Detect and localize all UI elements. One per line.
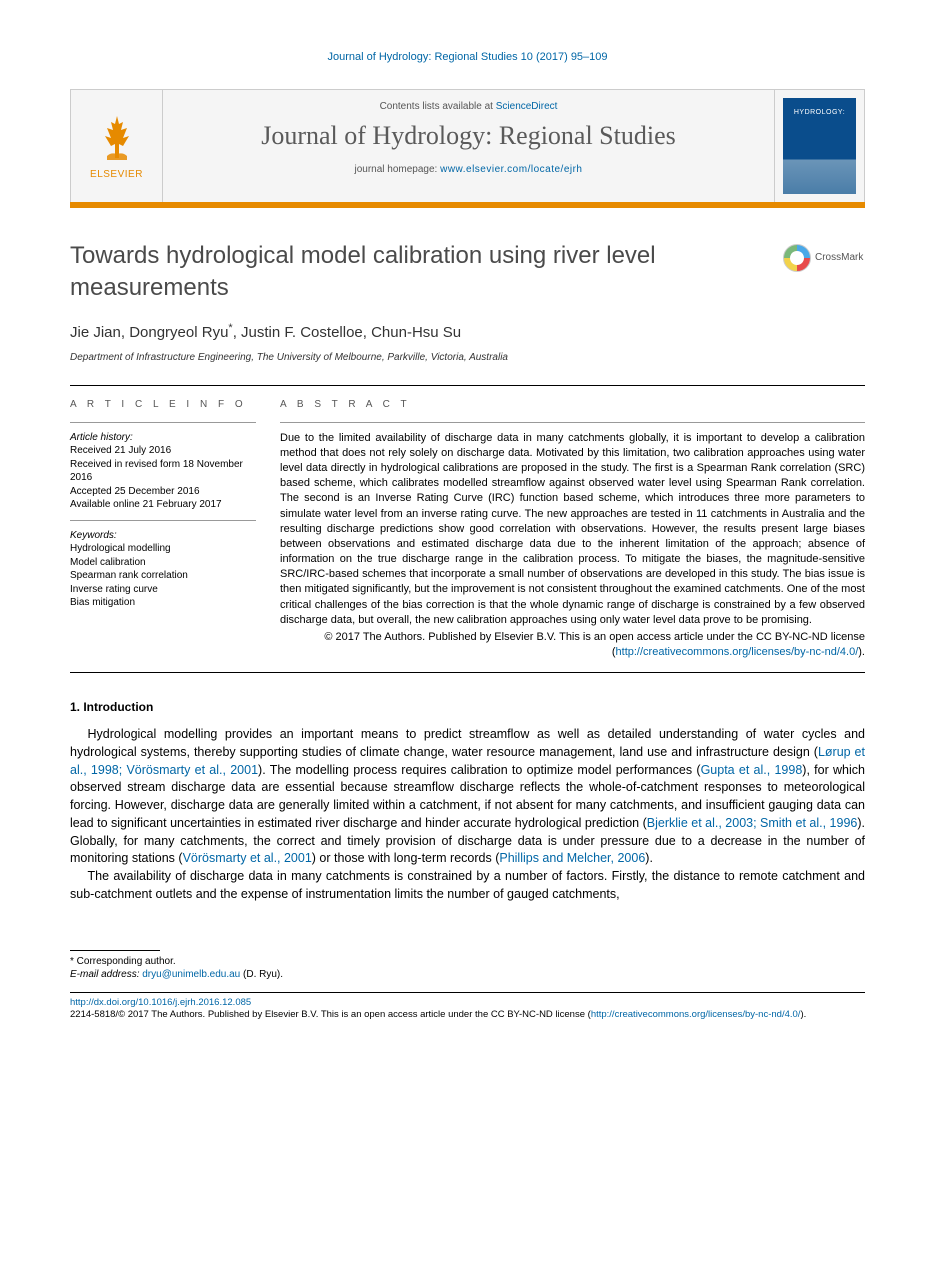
text-run: Hydrological modelling provides an impor… xyxy=(70,727,865,759)
footer-copyright: 2214-5818/© 2017 The Authors. Published … xyxy=(70,1009,591,1020)
cover-caption: HYDROLOGY: xyxy=(783,108,856,118)
date-received: Received 21 July 2016 xyxy=(70,444,256,458)
article-info-heading: A R T I C L E I N F O xyxy=(70,398,256,412)
homepage-prefix: journal homepage: xyxy=(354,164,440,175)
crossmark-icon xyxy=(783,244,811,272)
publisher-name: ELSEVIER xyxy=(90,168,143,182)
journal-cover-cell: HYDROLOGY: xyxy=(774,90,864,202)
masthead-container: ELSEVIER Contents lists available at Sci… xyxy=(70,89,865,208)
copyright-suffix: ). xyxy=(858,646,865,658)
sciencedirect-link[interactable]: ScienceDirect xyxy=(496,101,558,112)
footer-block: http://dx.doi.org/10.1016/j.ejrh.2016.12… xyxy=(70,992,865,1023)
section-heading-intro: 1. Introduction xyxy=(70,699,865,716)
abstract-column: A B S T R A C T Due to the limited avail… xyxy=(270,386,865,673)
email-label: E-mail address: xyxy=(70,969,142,980)
crossmark-widget[interactable]: CrossMark xyxy=(783,244,865,272)
contents-available-line: Contents lists available at ScienceDirec… xyxy=(175,100,762,114)
keyword: Model calibration xyxy=(70,556,256,570)
article-info-column: A R T I C L E I N F O Article history: R… xyxy=(70,386,270,673)
footer-license-link[interactable]: http://creativecommons.org/licenses/by-n… xyxy=(591,1009,801,1020)
citation-link[interactable]: Vörösmarty et al., 2001 xyxy=(183,851,312,865)
abstract-copyright: © 2017 The Authors. Published by Elsevie… xyxy=(280,630,865,660)
running-head: Journal of Hydrology: Regional Studies 1… xyxy=(70,50,865,65)
authors-part-1: Jie Jian, Dongryeol Ryu xyxy=(70,324,228,341)
article-title: Towards hydrological model calibration u… xyxy=(70,240,767,302)
affiliation: Department of Infrastructure Engineering… xyxy=(70,351,865,365)
doi-link[interactable]: http://dx.doi.org/10.1016/j.ejrh.2016.12… xyxy=(70,997,251,1008)
citation-link[interactable]: Phillips and Melcher, 2006 xyxy=(499,851,645,865)
keyword: Spearman rank correlation xyxy=(70,569,256,583)
keyword: Hydrological modelling xyxy=(70,542,256,556)
footnotes: * Corresponding author. E-mail address: … xyxy=(70,950,865,1023)
elsevier-tree-icon xyxy=(91,110,143,166)
author-list: Jie Jian, Dongryeol Ryu*, Justin F. Cost… xyxy=(70,321,865,343)
author-email-link[interactable]: dryu@unimelb.edu.au xyxy=(142,969,240,980)
text-run: ). The modelling process requires calibr… xyxy=(258,763,701,777)
journal-cover-thumbnail: HYDROLOGY: xyxy=(783,98,856,194)
citation-link[interactable]: Bjerklie et al., 2003; Smith et al., 199… xyxy=(647,816,858,830)
keywords-label: Keywords: xyxy=(70,529,256,543)
journal-homepage-line: journal homepage: www.elsevier.com/locat… xyxy=(175,163,762,177)
contents-prefix: Contents lists available at xyxy=(380,101,496,112)
abstract-heading: A B S T R A C T xyxy=(280,398,865,412)
corresponding-author-note: * Corresponding author. xyxy=(70,955,865,969)
date-accepted: Accepted 25 December 2016 xyxy=(70,485,256,499)
crossmark-label: CrossMark xyxy=(815,251,863,265)
keyword: Inverse rating curve xyxy=(70,583,256,597)
license-link[interactable]: http://creativecommons.org/licenses/by-n… xyxy=(616,646,859,658)
email-line: E-mail address: dryu@unimelb.edu.au (D. … xyxy=(70,968,865,982)
authors-part-2: , Justin F. Costelloe, Chun-Hsu Su xyxy=(233,324,461,341)
date-online: Available online 21 February 2017 xyxy=(70,498,256,512)
abstract-text: Due to the limited availability of disch… xyxy=(280,431,865,628)
masthead-center: Contents lists available at ScienceDirec… xyxy=(163,90,774,202)
keyword: Bias mitigation xyxy=(70,596,256,610)
text-run: ). xyxy=(645,851,653,865)
publisher-logo-cell: ELSEVIER xyxy=(71,90,163,202)
date-revised: Received in revised form 18 November 201… xyxy=(70,458,256,485)
footnote-rule xyxy=(70,950,160,951)
citation-link[interactable]: Gupta et al., 1998 xyxy=(701,763,803,777)
journal-title: Journal of Hydrology: Regional Studies xyxy=(175,120,762,153)
footer-copyright-suffix: ). xyxy=(800,1009,806,1020)
intro-paragraph-2: The availability of discharge data in ma… xyxy=(70,868,865,904)
journal-homepage-link[interactable]: www.elsevier.com/locate/ejrh xyxy=(440,164,582,175)
text-run: ) or those with long-term records ( xyxy=(312,851,500,865)
intro-paragraph-1: Hydrological modelling provides an impor… xyxy=(70,726,865,868)
introduction-body: Hydrological modelling provides an impor… xyxy=(70,726,865,904)
history-label: Article history: xyxy=(70,431,256,445)
email-suffix: (D. Ryu). xyxy=(240,969,283,980)
